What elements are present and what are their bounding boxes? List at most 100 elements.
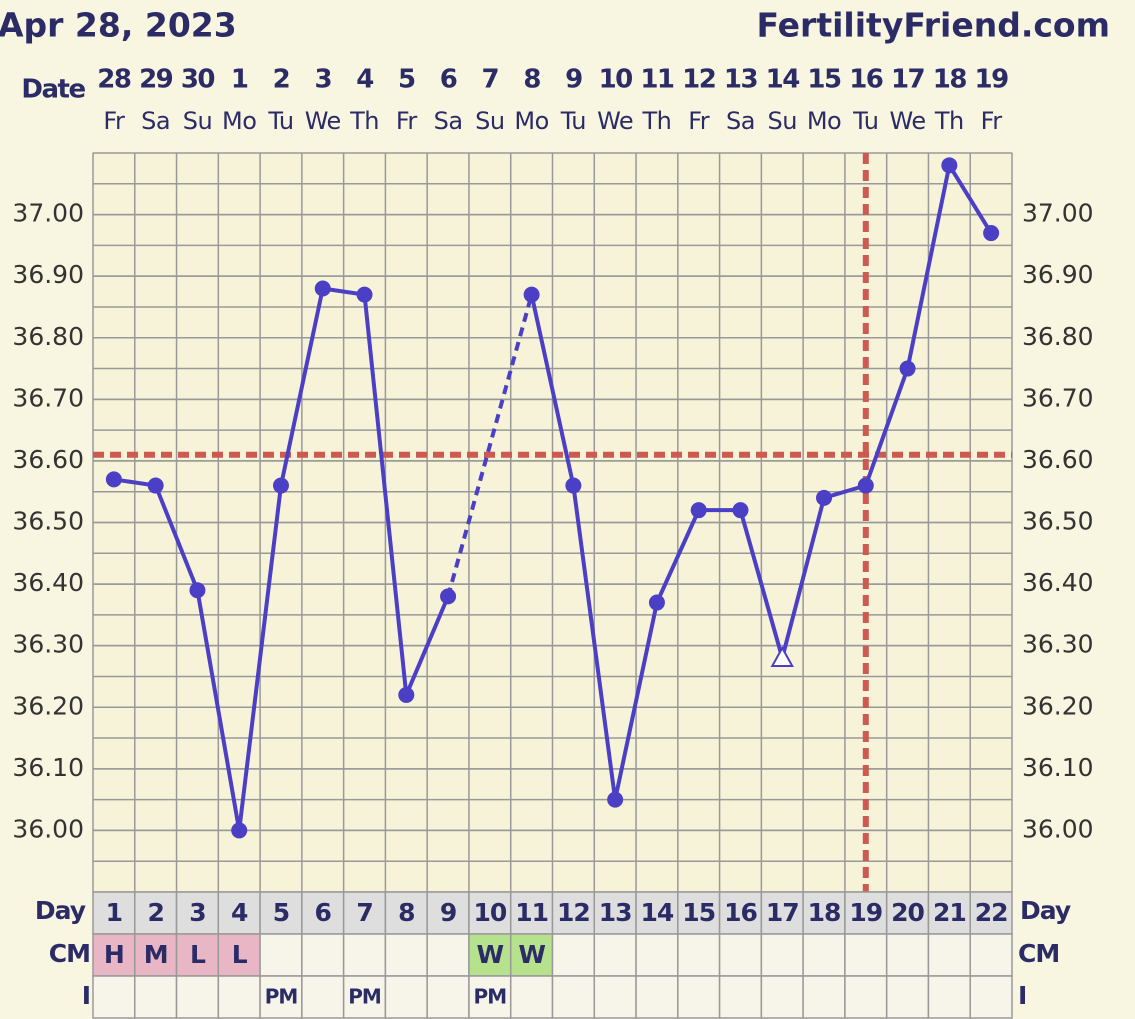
- y2-tick-label: 36.40: [1022, 568, 1094, 597]
- table-cell: [426, 975, 470, 1019]
- date: 2: [273, 65, 290, 95]
- weekday: Mo: [807, 107, 841, 135]
- y-tick-label: 36.70: [12, 383, 84, 412]
- y2-tick-label: 36.50: [1022, 507, 1094, 536]
- point: [440, 588, 457, 605]
- table-cell: [509, 975, 554, 1019]
- day-number: 19: [849, 898, 882, 927]
- day-number: 6: [315, 898, 332, 927]
- day-cell: [259, 891, 303, 935]
- day-number: 22: [975, 898, 1008, 927]
- table-cell: [718, 933, 763, 977]
- weekday: Th: [349, 107, 379, 135]
- day-number: 10: [473, 898, 506, 927]
- y-tick-label: 37.00: [12, 199, 84, 228]
- cell-value: PM: [474, 985, 507, 1009]
- table-cell: [677, 975, 721, 1019]
- y-tick-label: 36.10: [12, 753, 84, 782]
- table-cell: [92, 933, 136, 977]
- table-cell: [677, 933, 721, 977]
- day-number: 14: [641, 898, 674, 927]
- date: 6: [440, 65, 457, 95]
- date: 11: [640, 65, 674, 95]
- weekday: Tu: [267, 107, 293, 135]
- y2-tick-label: 37.00: [1022, 199, 1094, 228]
- table-cell: [175, 933, 220, 977]
- date: 3: [314, 65, 331, 95]
- weekday: Fr: [396, 107, 418, 135]
- y2-tick-label: 36.80: [1022, 322, 1094, 351]
- gap-connector: [446, 294, 534, 597]
- weekday: Sa: [726, 107, 755, 135]
- day-number: 21: [933, 898, 966, 927]
- point: [732, 502, 749, 519]
- table-cell: [301, 975, 345, 1019]
- point: [272, 477, 289, 494]
- date: 29: [139, 65, 173, 95]
- weekday: Sa: [141, 107, 170, 135]
- day-number: 5: [273, 898, 289, 927]
- table-cell: [593, 933, 637, 977]
- table-cell: [969, 933, 1013, 977]
- day-number: 16: [724, 898, 757, 927]
- date: 1: [231, 65, 248, 95]
- weekday: Su: [183, 107, 212, 135]
- y2-tick-label: 36.30: [1022, 630, 1094, 659]
- table-cell: [927, 975, 971, 1019]
- day-number: 2: [147, 898, 163, 927]
- day-number: 20: [891, 898, 924, 927]
- row-label-right: I: [1018, 981, 1026, 1010]
- day-cell: [802, 891, 846, 935]
- y-tick-label: 36.20: [12, 691, 84, 720]
- table-cell: [844, 933, 888, 977]
- day-number: 9: [440, 898, 456, 927]
- day-number: 17: [766, 898, 799, 927]
- date: 5: [398, 65, 415, 95]
- site-name: FertilityFriend.com: [756, 6, 1110, 45]
- day-cell: [134, 891, 178, 935]
- table-cell: [885, 933, 930, 977]
- date: 4: [356, 65, 373, 95]
- table-cell: [885, 975, 930, 1019]
- cell-value: L: [190, 940, 206, 969]
- y2-tick-label: 36.00: [1022, 814, 1094, 843]
- point: [983, 225, 1000, 242]
- point: [398, 686, 415, 703]
- cell-value: W: [518, 940, 545, 969]
- table-cell: [760, 933, 804, 977]
- temperature-line: [529, 159, 993, 801]
- table-cell: [134, 975, 178, 1019]
- weekday: Su: [475, 107, 504, 135]
- day-number: 7: [356, 898, 372, 927]
- y2-tick-label: 36.90: [1022, 260, 1094, 289]
- date: 18: [933, 65, 967, 95]
- y2-tick-label: 36.10: [1022, 753, 1094, 782]
- table-cell: [217, 975, 261, 1019]
- chart-date: Apr 28, 2023: [0, 6, 237, 45]
- weekday: Fr: [981, 107, 1003, 135]
- day-cell: [468, 891, 512, 935]
- point: [816, 489, 833, 506]
- date-label: Date: [21, 75, 85, 105]
- day-number: 3: [189, 898, 205, 927]
- y-tick-label: 36.30: [12, 630, 84, 659]
- point: [314, 280, 331, 297]
- y-tick-label: 36.80: [12, 322, 84, 351]
- weekday: We: [305, 107, 341, 135]
- weekday: Su: [768, 107, 797, 135]
- row-label-right: CM: [1018, 939, 1059, 968]
- day-cell: [635, 891, 679, 935]
- cell-value: H: [104, 940, 124, 969]
- day-number: 13: [599, 898, 632, 927]
- weekday: Tu: [852, 107, 878, 135]
- weekday: Tu: [560, 107, 586, 135]
- date: 10: [599, 65, 633, 95]
- table-cell: [342, 933, 387, 977]
- table-cell: [384, 933, 428, 977]
- point: [356, 286, 373, 303]
- weekday: Mo: [222, 107, 256, 135]
- y-tick-label: 36.90: [12, 260, 84, 289]
- table-cell: [844, 975, 888, 1019]
- row-label: I: [82, 981, 90, 1010]
- day-cell: [551, 891, 596, 935]
